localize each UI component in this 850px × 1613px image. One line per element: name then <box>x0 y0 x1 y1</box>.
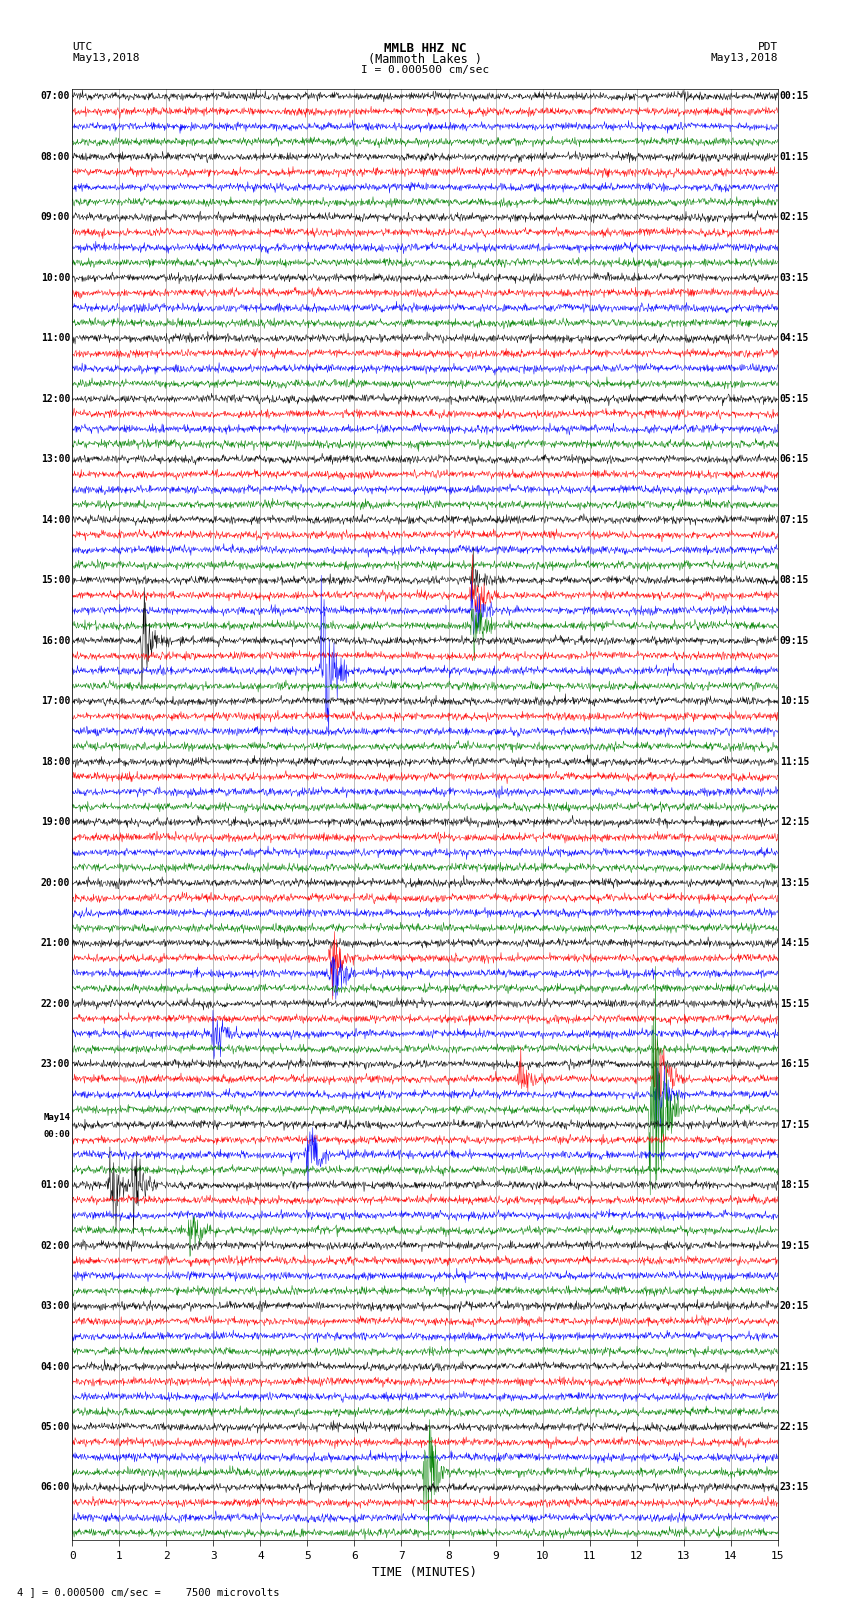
Text: 17:00: 17:00 <box>41 697 71 706</box>
Text: 04:00: 04:00 <box>41 1361 71 1371</box>
Text: 09:15: 09:15 <box>779 636 809 645</box>
X-axis label: TIME (MINUTES): TIME (MINUTES) <box>372 1566 478 1579</box>
Text: 16:15: 16:15 <box>779 1060 809 1069</box>
Text: 08:00: 08:00 <box>41 152 71 161</box>
Text: 09:00: 09:00 <box>41 213 71 223</box>
Text: May14: May14 <box>43 1113 71 1121</box>
Text: May13,2018: May13,2018 <box>72 53 139 63</box>
Text: 05:00: 05:00 <box>41 1423 71 1432</box>
Text: 19:15: 19:15 <box>779 1240 809 1250</box>
Text: 20:00: 20:00 <box>41 877 71 887</box>
Text: 10:00: 10:00 <box>41 273 71 282</box>
Text: 20:15: 20:15 <box>779 1302 809 1311</box>
Text: 04:15: 04:15 <box>779 334 809 344</box>
Text: 11:00: 11:00 <box>41 334 71 344</box>
Text: 03:00: 03:00 <box>41 1302 71 1311</box>
Text: 11:15: 11:15 <box>779 756 809 766</box>
Text: 21:00: 21:00 <box>41 939 71 948</box>
Text: 21:15: 21:15 <box>779 1361 809 1371</box>
Text: 03:15: 03:15 <box>779 273 809 282</box>
Text: 19:00: 19:00 <box>41 818 71 827</box>
Text: 16:00: 16:00 <box>41 636 71 645</box>
Text: PDT: PDT <box>757 42 778 52</box>
Text: 00:15: 00:15 <box>779 92 809 102</box>
Text: 00:00: 00:00 <box>43 1131 71 1139</box>
Text: 06:00: 06:00 <box>41 1482 71 1492</box>
Text: 18:15: 18:15 <box>779 1181 809 1190</box>
Text: 10:15: 10:15 <box>779 697 809 706</box>
Text: 07:15: 07:15 <box>779 515 809 524</box>
Text: 07:00: 07:00 <box>41 92 71 102</box>
Text: UTC: UTC <box>72 42 93 52</box>
Text: 23:00: 23:00 <box>41 1060 71 1069</box>
Text: 06:15: 06:15 <box>779 455 809 465</box>
Text: 01:00: 01:00 <box>41 1181 71 1190</box>
Text: 05:15: 05:15 <box>779 394 809 403</box>
Text: 22:15: 22:15 <box>779 1423 809 1432</box>
Text: 15:00: 15:00 <box>41 576 71 586</box>
Text: 4 ] = 0.000500 cm/sec =    7500 microvolts: 4 ] = 0.000500 cm/sec = 7500 microvolts <box>17 1587 280 1597</box>
Text: 23:15: 23:15 <box>779 1482 809 1492</box>
Text: 14:00: 14:00 <box>41 515 71 524</box>
Text: 14:15: 14:15 <box>779 939 809 948</box>
Text: 01:15: 01:15 <box>779 152 809 161</box>
Text: 12:15: 12:15 <box>779 818 809 827</box>
Text: MMLB HHZ NC: MMLB HHZ NC <box>383 42 467 55</box>
Text: 18:00: 18:00 <box>41 756 71 766</box>
Text: 08:15: 08:15 <box>779 576 809 586</box>
Text: 02:15: 02:15 <box>779 213 809 223</box>
Text: 12:00: 12:00 <box>41 394 71 403</box>
Text: 22:00: 22:00 <box>41 998 71 1008</box>
Text: I = 0.000500 cm/sec: I = 0.000500 cm/sec <box>361 65 489 74</box>
Text: 13:15: 13:15 <box>779 877 809 887</box>
Text: 13:00: 13:00 <box>41 455 71 465</box>
Text: 17:15: 17:15 <box>779 1119 809 1129</box>
Text: 02:00: 02:00 <box>41 1240 71 1250</box>
Text: May13,2018: May13,2018 <box>711 53 778 63</box>
Text: 15:15: 15:15 <box>779 998 809 1008</box>
Text: (Mammoth Lakes ): (Mammoth Lakes ) <box>368 53 482 66</box>
